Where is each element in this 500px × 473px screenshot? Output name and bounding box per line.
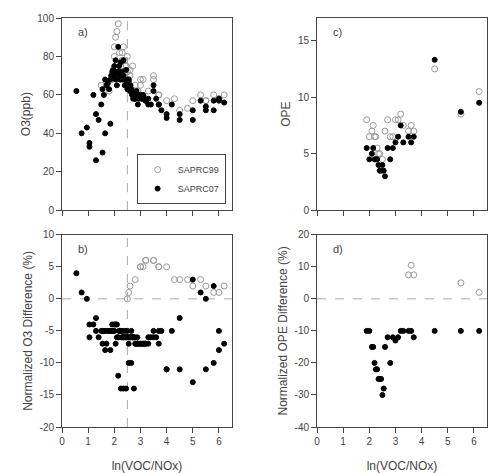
svg-text:0: 0 bbox=[314, 436, 320, 447]
svg-text:-40: -40 bbox=[295, 422, 310, 433]
svg-text:60: 60 bbox=[43, 89, 55, 100]
svg-text:d): d) bbox=[333, 243, 343, 255]
svg-text:SAPRC99: SAPRC99 bbox=[178, 165, 219, 175]
svg-text:80: 80 bbox=[43, 51, 55, 62]
svg-text:10: 10 bbox=[298, 261, 310, 272]
svg-text:Normalized OPE Difference (%): Normalized OPE Difference (%) bbox=[276, 246, 290, 415]
svg-text:3: 3 bbox=[393, 436, 399, 447]
svg-text:10: 10 bbox=[43, 229, 55, 240]
svg-text:ln(VOC/NOx): ln(VOC/NOx) bbox=[112, 459, 183, 473]
svg-text:4: 4 bbox=[164, 436, 170, 447]
svg-text:4: 4 bbox=[419, 436, 425, 447]
svg-text:c): c) bbox=[333, 26, 342, 38]
svg-text:b): b) bbox=[78, 243, 88, 255]
svg-text:1: 1 bbox=[340, 436, 346, 447]
svg-text:5: 5 bbox=[190, 436, 196, 447]
svg-text:OPE: OPE bbox=[279, 101, 293, 126]
svg-text:0: 0 bbox=[303, 293, 309, 304]
svg-text:10: 10 bbox=[298, 92, 310, 103]
svg-text:15: 15 bbox=[298, 35, 310, 46]
svg-text:SAPRC07: SAPRC07 bbox=[178, 184, 219, 194]
svg-text:a): a) bbox=[78, 26, 88, 38]
svg-text:0: 0 bbox=[48, 293, 54, 304]
svg-text:-20: -20 bbox=[295, 357, 310, 368]
svg-text:5: 5 bbox=[303, 148, 309, 159]
svg-text:20: 20 bbox=[43, 166, 55, 177]
svg-text:6: 6 bbox=[471, 436, 477, 447]
svg-text:100: 100 bbox=[37, 13, 54, 24]
svg-text:Normalized O3 Difference (%): Normalized O3 Difference (%) bbox=[21, 251, 35, 411]
svg-text:5: 5 bbox=[48, 261, 54, 272]
svg-text:-10: -10 bbox=[295, 325, 310, 336]
svg-text:2: 2 bbox=[367, 436, 373, 447]
svg-text:-5: -5 bbox=[45, 325, 54, 336]
svg-text:0: 0 bbox=[59, 436, 65, 447]
svg-text:6: 6 bbox=[216, 436, 222, 447]
svg-text:ln(VOC/NOx): ln(VOC/NOx) bbox=[367, 459, 438, 473]
svg-text:-20: -20 bbox=[40, 422, 55, 433]
svg-text:0: 0 bbox=[48, 205, 54, 216]
svg-text:-30: -30 bbox=[295, 389, 310, 400]
svg-text:2: 2 bbox=[112, 436, 118, 447]
svg-text:5: 5 bbox=[445, 436, 451, 447]
svg-text:O3(ppb): O3(ppb) bbox=[19, 92, 33, 136]
svg-text:1: 1 bbox=[85, 436, 91, 447]
svg-text:20: 20 bbox=[298, 229, 310, 240]
svg-text:40: 40 bbox=[43, 128, 55, 139]
svg-text:-15: -15 bbox=[40, 389, 55, 400]
svg-text:-10: -10 bbox=[40, 357, 55, 368]
svg-text:3: 3 bbox=[138, 436, 144, 447]
svg-text:0: 0 bbox=[303, 205, 309, 216]
